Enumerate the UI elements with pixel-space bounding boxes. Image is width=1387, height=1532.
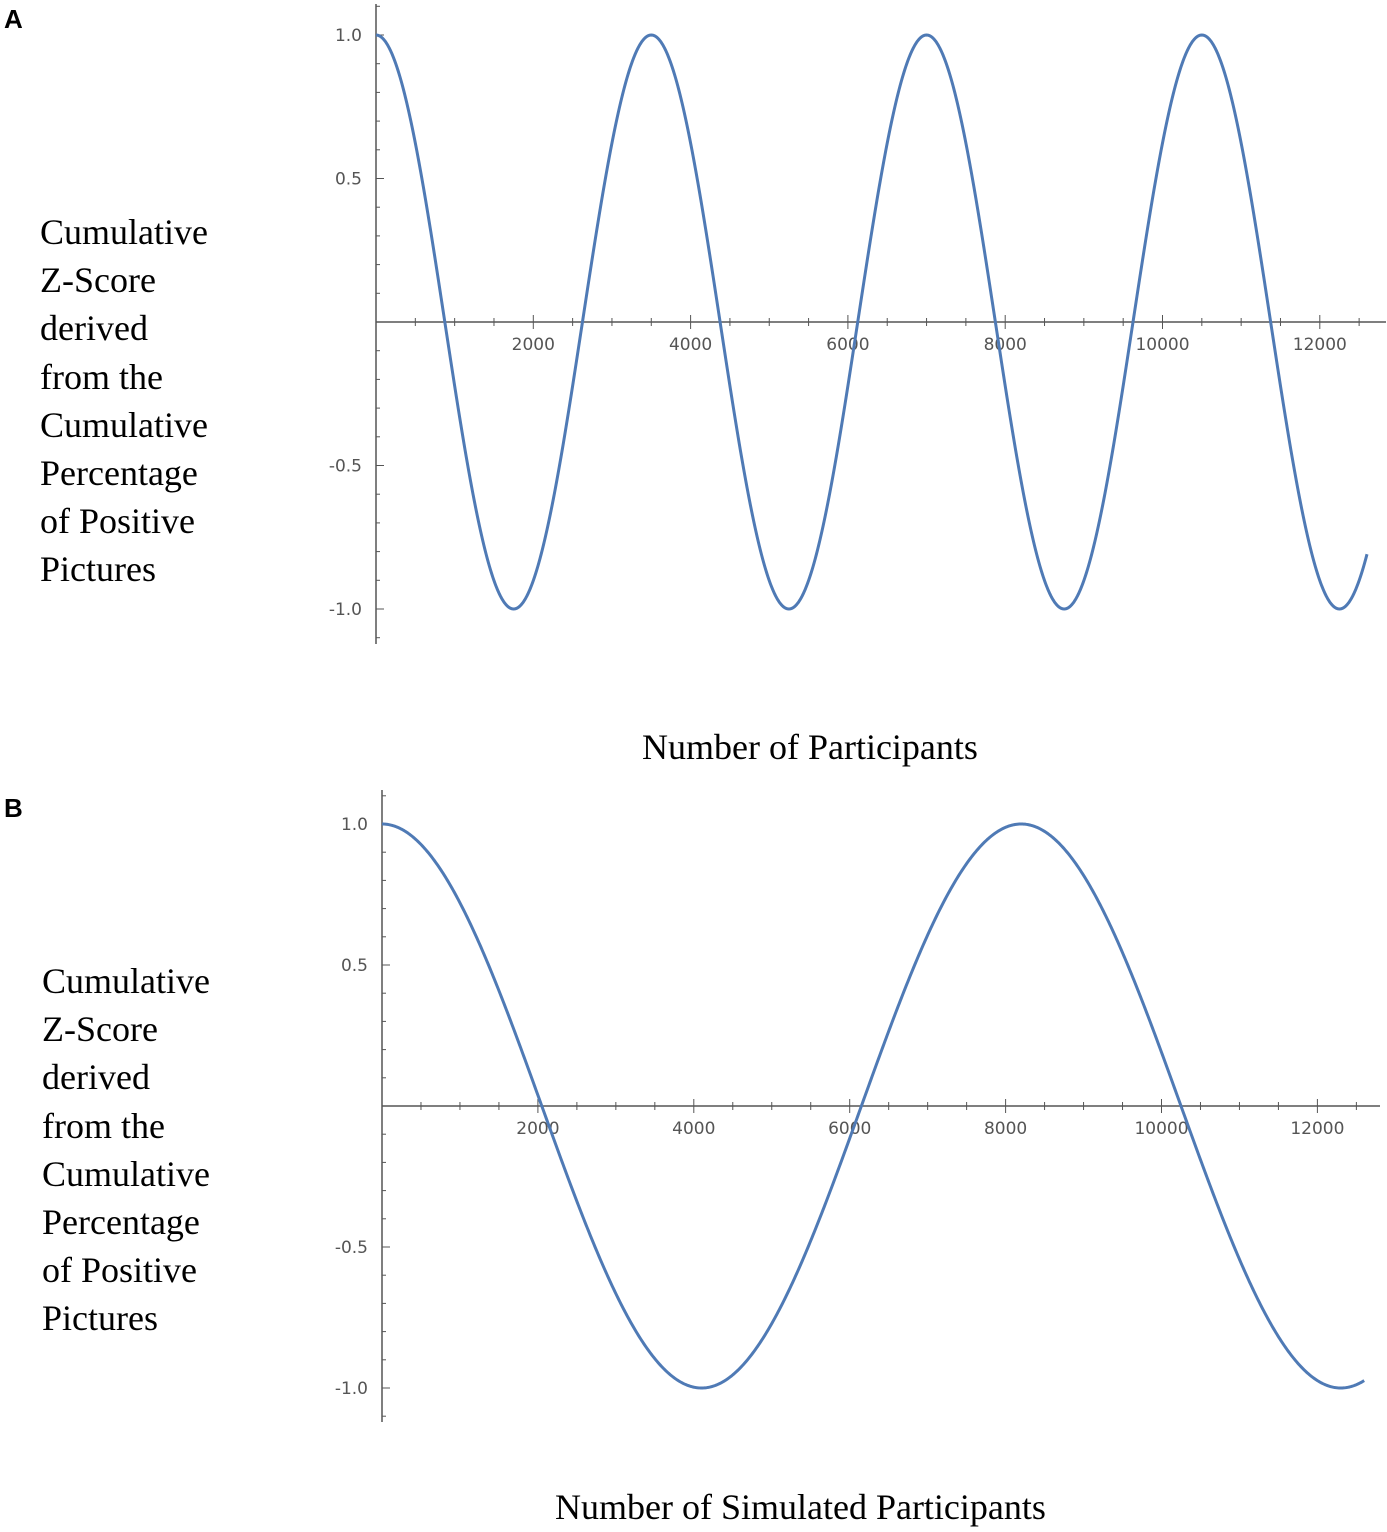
panel-a-ylabel: Cumulative Z-Score derived from the Cumu… [40,208,208,594]
y-tick-label: 1.0 [335,26,362,46]
ylabel-line: Cumulative [42,1153,210,1194]
ylabel-line: from the [42,1105,165,1146]
ylabel-line: Cumulative [42,961,210,1001]
y-tick-label: -0.5 [335,1238,368,1258]
y-tick-label: -1.0 [329,600,362,620]
ylabel-line: Cumulative [40,212,208,252]
x-tick-label: 4000 [672,1119,715,1139]
ylabel-line: Percentage [40,453,198,494]
ylabel-line: Pictures [40,549,156,590]
panel-a-xlabel: Number of Participants [642,727,978,767]
ylabel-line: Percentage [42,1202,200,1243]
x-tick-label: 12000 [1290,1119,1344,1139]
y-tick-label: 1.0 [341,815,368,835]
ylabel-line: of Positive [42,1250,198,1291]
ylabel-line: derived [42,1057,150,1098]
x-tick-label: 10000 [1134,1119,1188,1139]
ylabel-line: from the [40,356,163,397]
panel-a-plot: 2000 4000 6000 8000 10000 12000 1.0 0.5 -0.5 -1.0 [329,4,1386,644]
panel-b-xlabel: Number of Simulated Participants [555,1487,1046,1527]
x-tick-label: 6000 [826,335,869,355]
x-tick-label: 8000 [984,335,1027,355]
panel-b-ylabel: Cumulative Z-Score derived from the Cumu… [42,957,210,1343]
x-tick-label: 6000 [828,1119,871,1139]
x-tick-label: 10000 [1135,335,1189,355]
y-tick-label: -0.5 [329,457,362,477]
y-tick-label: 0.5 [335,170,362,190]
series-line [381,822,1365,1390]
x-tick-label: 4000 [669,335,712,355]
series-line [375,33,1369,611]
ylabel-line: derived [40,308,148,349]
ylabel-line: Cumulative [40,404,208,445]
ylabel-line: Z-Score [42,1009,158,1050]
x-tick-label: 2000 [512,335,555,355]
panel-a-letter: A [4,4,23,34]
ylabel-line: of Positive [40,501,196,542]
y-tick-label: -1.0 [335,1379,368,1399]
x-tick-label: 8000 [984,1119,1027,1139]
panel-b-letter: B [4,793,23,823]
y-tick-label: 0.5 [341,956,368,976]
x-tick-label: 12000 [1293,335,1347,355]
ylabel-line: Pictures [42,1298,158,1339]
ylabel-line: Z-Score [40,260,156,301]
